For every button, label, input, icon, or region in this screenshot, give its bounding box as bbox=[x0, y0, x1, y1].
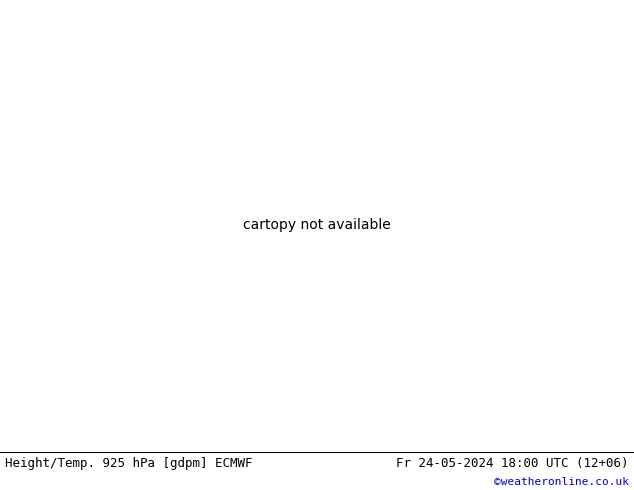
Text: cartopy not available: cartopy not available bbox=[243, 219, 391, 232]
Text: Fr 24-05-2024 18:00 UTC (12+06): Fr 24-05-2024 18:00 UTC (12+06) bbox=[396, 457, 629, 470]
Text: ©weatheronline.co.uk: ©weatheronline.co.uk bbox=[494, 477, 629, 487]
Text: Height/Temp. 925 hPa [gdpm] ECMWF: Height/Temp. 925 hPa [gdpm] ECMWF bbox=[5, 457, 252, 470]
